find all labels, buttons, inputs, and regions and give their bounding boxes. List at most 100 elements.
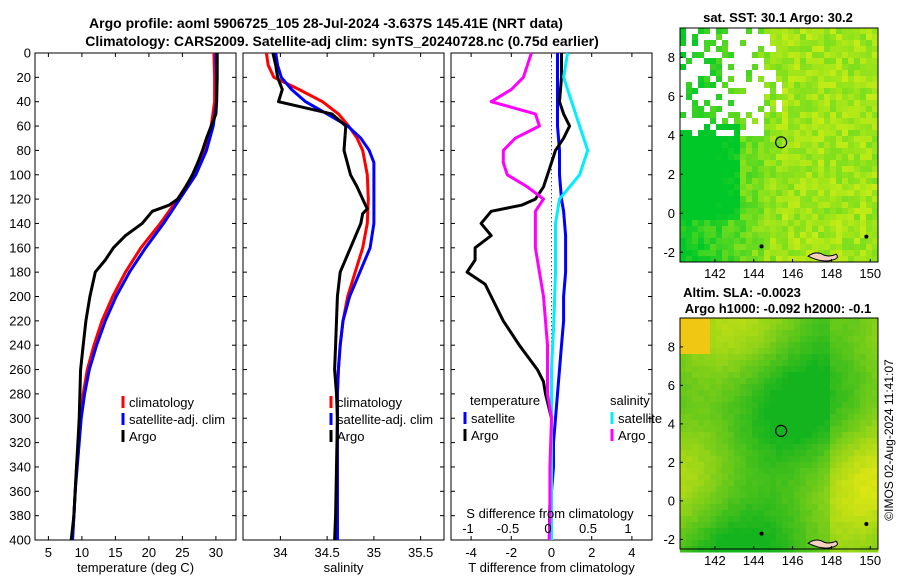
depth-tick-label: 380 [9,508,31,523]
map-x-tick-label: 144 [743,553,765,568]
depth-tick-label: 100 [9,167,31,182]
plot-frame [34,52,237,541]
imos-timestamp: ©IMOS 02-Aug-2024 11:41:07 [882,359,896,521]
top-x-tick-label: -1 [462,521,474,536]
figure-title-line1: Argo profile: aoml 5906725_105 28-Jul-20… [89,15,563,31]
map-y-tick-label: 6 [668,378,675,393]
profile-panel-difference: -4 -2 0 2 4T difference from climatology -1 -0… [450,52,662,575]
sla-map-title: Altim. SLA: -0.0023 [683,285,801,300]
depth-tick-label: 260 [9,362,31,377]
map-sst-map: 142 144 146 148 150 -2 0 2 4 6 8 [663,27,881,281]
depth-tick-label: 320 [9,435,31,450]
legend-label: Argo [129,429,156,444]
legend-label: satellite [618,411,662,426]
map-y-tick-label: 2 [668,167,675,182]
legend-label: Argo [337,429,364,444]
top-x-axis-label: S difference from climatology [466,506,634,521]
profile-panel-salinity: 34 34.5 35 35.5 salinity climatology satellite… [242,52,445,575]
map-field-cells [680,318,879,553]
map-y-tick-label: -2 [663,532,675,547]
x-tick-label: 34 [273,545,287,560]
legend-label: satellite [471,411,515,426]
reef-dot [864,521,869,526]
legend-temperature-title: temperature [470,393,540,408]
map-x-tick-label: 142 [704,553,726,568]
map-x-tick-label: 142 [704,266,726,281]
x-tick-label: 0 [548,545,555,560]
top-x-tick-label: -0.5 [497,521,519,536]
x-tick-label: 30 [209,545,223,560]
map-x-tick-label: 146 [782,266,804,281]
map-x-tick-label: 144 [743,266,765,281]
depth-tick-label: 240 [9,338,31,353]
legend-label: climatology [129,395,195,410]
argo-location-marker [775,424,788,437]
x-tick-label: 15 [108,545,122,560]
depth-tick-label: 300 [9,411,31,426]
depth-tick-label: 200 [9,289,31,304]
map-y-tick-label: 4 [668,128,675,143]
top-x-tick-label: 0 [544,521,551,536]
series-line-temperature-satellite [550,53,568,540]
map-x-tick-label: 150 [859,266,881,281]
depth-tick-label: 160 [9,240,31,255]
legend-label: climatology [337,395,403,410]
plot-frame [242,52,445,541]
depth-tick-label: 360 [9,484,31,499]
island-outline [807,252,838,262]
x-axis-label: salinity [324,560,364,575]
map-x-tick-label: 150 [859,553,881,568]
map-frame [679,27,879,263]
x-tick-label: 34.5 [314,545,339,560]
depth-tick-label: 20 [17,70,31,85]
x-tick-label: 10 [75,545,89,560]
depth-tick-label: 140 [9,216,31,231]
depth-tick-label: 220 [9,313,31,328]
depth-tick-label: 60 [17,119,31,134]
series-line-argo [271,52,369,541]
depth-tick-label: 0 [24,46,31,61]
x-tick-label: -4 [465,545,477,560]
x-tick-label: 35 [367,545,381,560]
series-line-temperature-argo [465,53,572,540]
x-axis-label: temperature (deg C) [77,560,194,575]
map-panels: 142 144 146 148 150 -2 0 2 4 6 8 142 144 146 148 150 -2 0… [663,27,881,568]
island-outline [807,539,838,549]
top-x-tick-label: 1 [624,521,631,536]
top-x-tick-label: 0.5 [579,521,597,536]
map-y-tick-label: 4 [668,416,675,431]
depth-tick-label: 340 [9,459,31,474]
map-field-cells [680,28,879,263]
depth-tick-label: 280 [9,386,31,401]
x-tick-label: 20 [142,545,156,560]
depth-tick-label: 80 [17,143,31,158]
x-tick-label: 2 [588,545,595,560]
argo-location-marker [775,136,788,149]
depth-tick-label: 400 [9,533,31,548]
x-tick-label: -2 [506,545,518,560]
map-x-tick-label: 148 [821,553,843,568]
x-tick-label: 5 [45,545,52,560]
x-tick-label: 25 [175,545,189,560]
profile-panel-temperature: 0 20 40 60 80 100 120 140 160 180 200 220 240 260 280 3… [9,46,237,575]
map-frame [679,317,879,550]
map-x-tick-label: 148 [821,266,843,281]
map-y-tick-label: 0 [668,493,675,508]
series-line-argo [69,53,219,541]
reef-dot [759,531,764,536]
legend-label: Argo [618,428,645,443]
x-tick-label: 35.5 [408,545,433,560]
sst-map-title: sat. SST: 30.1 Argo: 30.2 [703,10,853,25]
legend-label: satellite-adj. clim [129,412,225,427]
map-y-tick-label: 8 [668,339,675,354]
depth-tick-label: 120 [9,192,31,207]
depth-tick-label: 180 [9,265,31,280]
map-y-tick-label: 8 [668,50,675,65]
map-sla-map: 142 144 146 148 150 -2 0 2 4 6 8 [663,317,881,568]
figure-title-line2: Climatology: CARS2009. Satellite-adj cli… [85,33,599,49]
x-tick-label: 4 [628,545,635,560]
sla-map-subtitle: Argo h1000: -0.092 h2000: -0.1 [685,301,871,316]
x-axis-label: T difference from climatology [468,560,635,575]
legend-label: satellite-adj. clim [337,412,433,427]
